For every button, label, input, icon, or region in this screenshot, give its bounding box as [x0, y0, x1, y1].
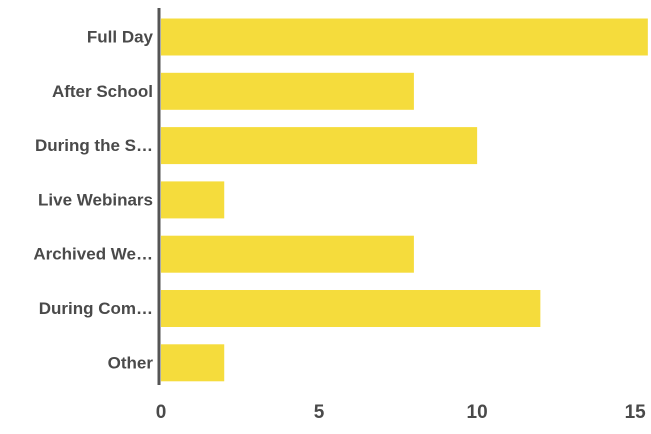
- bar-2: [161, 127, 478, 165]
- category-label-2: During the S…: [35, 136, 153, 155]
- x-tick-label-0: 0: [156, 402, 167, 423]
- x-tick-label-2: 10: [467, 402, 488, 423]
- bar-3: [161, 181, 225, 219]
- bars-layer: [161, 18, 648, 382]
- x-tick-label-3: 15: [625, 402, 647, 423]
- x-tick-labels-layer: 0 5 10 15: [156, 402, 646, 423]
- category-label-1: After School: [52, 82, 153, 101]
- bar-0: [161, 18, 648, 56]
- category-label-3: Live Webinars: [38, 190, 153, 209]
- x-tick-label-1: 5: [314, 402, 325, 423]
- bar-5: [161, 290, 541, 327]
- bar-6: [161, 344, 225, 382]
- bar-1: [161, 72, 414, 110]
- category-labels-layer: Full Day After School During the S… Live We…: [33, 28, 153, 373]
- category-label-0: Full Day: [87, 28, 154, 47]
- category-label-4: Archived We…: [33, 245, 153, 264]
- bar-4: [161, 235, 414, 273]
- category-label-5: During Com…: [39, 299, 153, 318]
- category-label-6: Other: [108, 353, 154, 372]
